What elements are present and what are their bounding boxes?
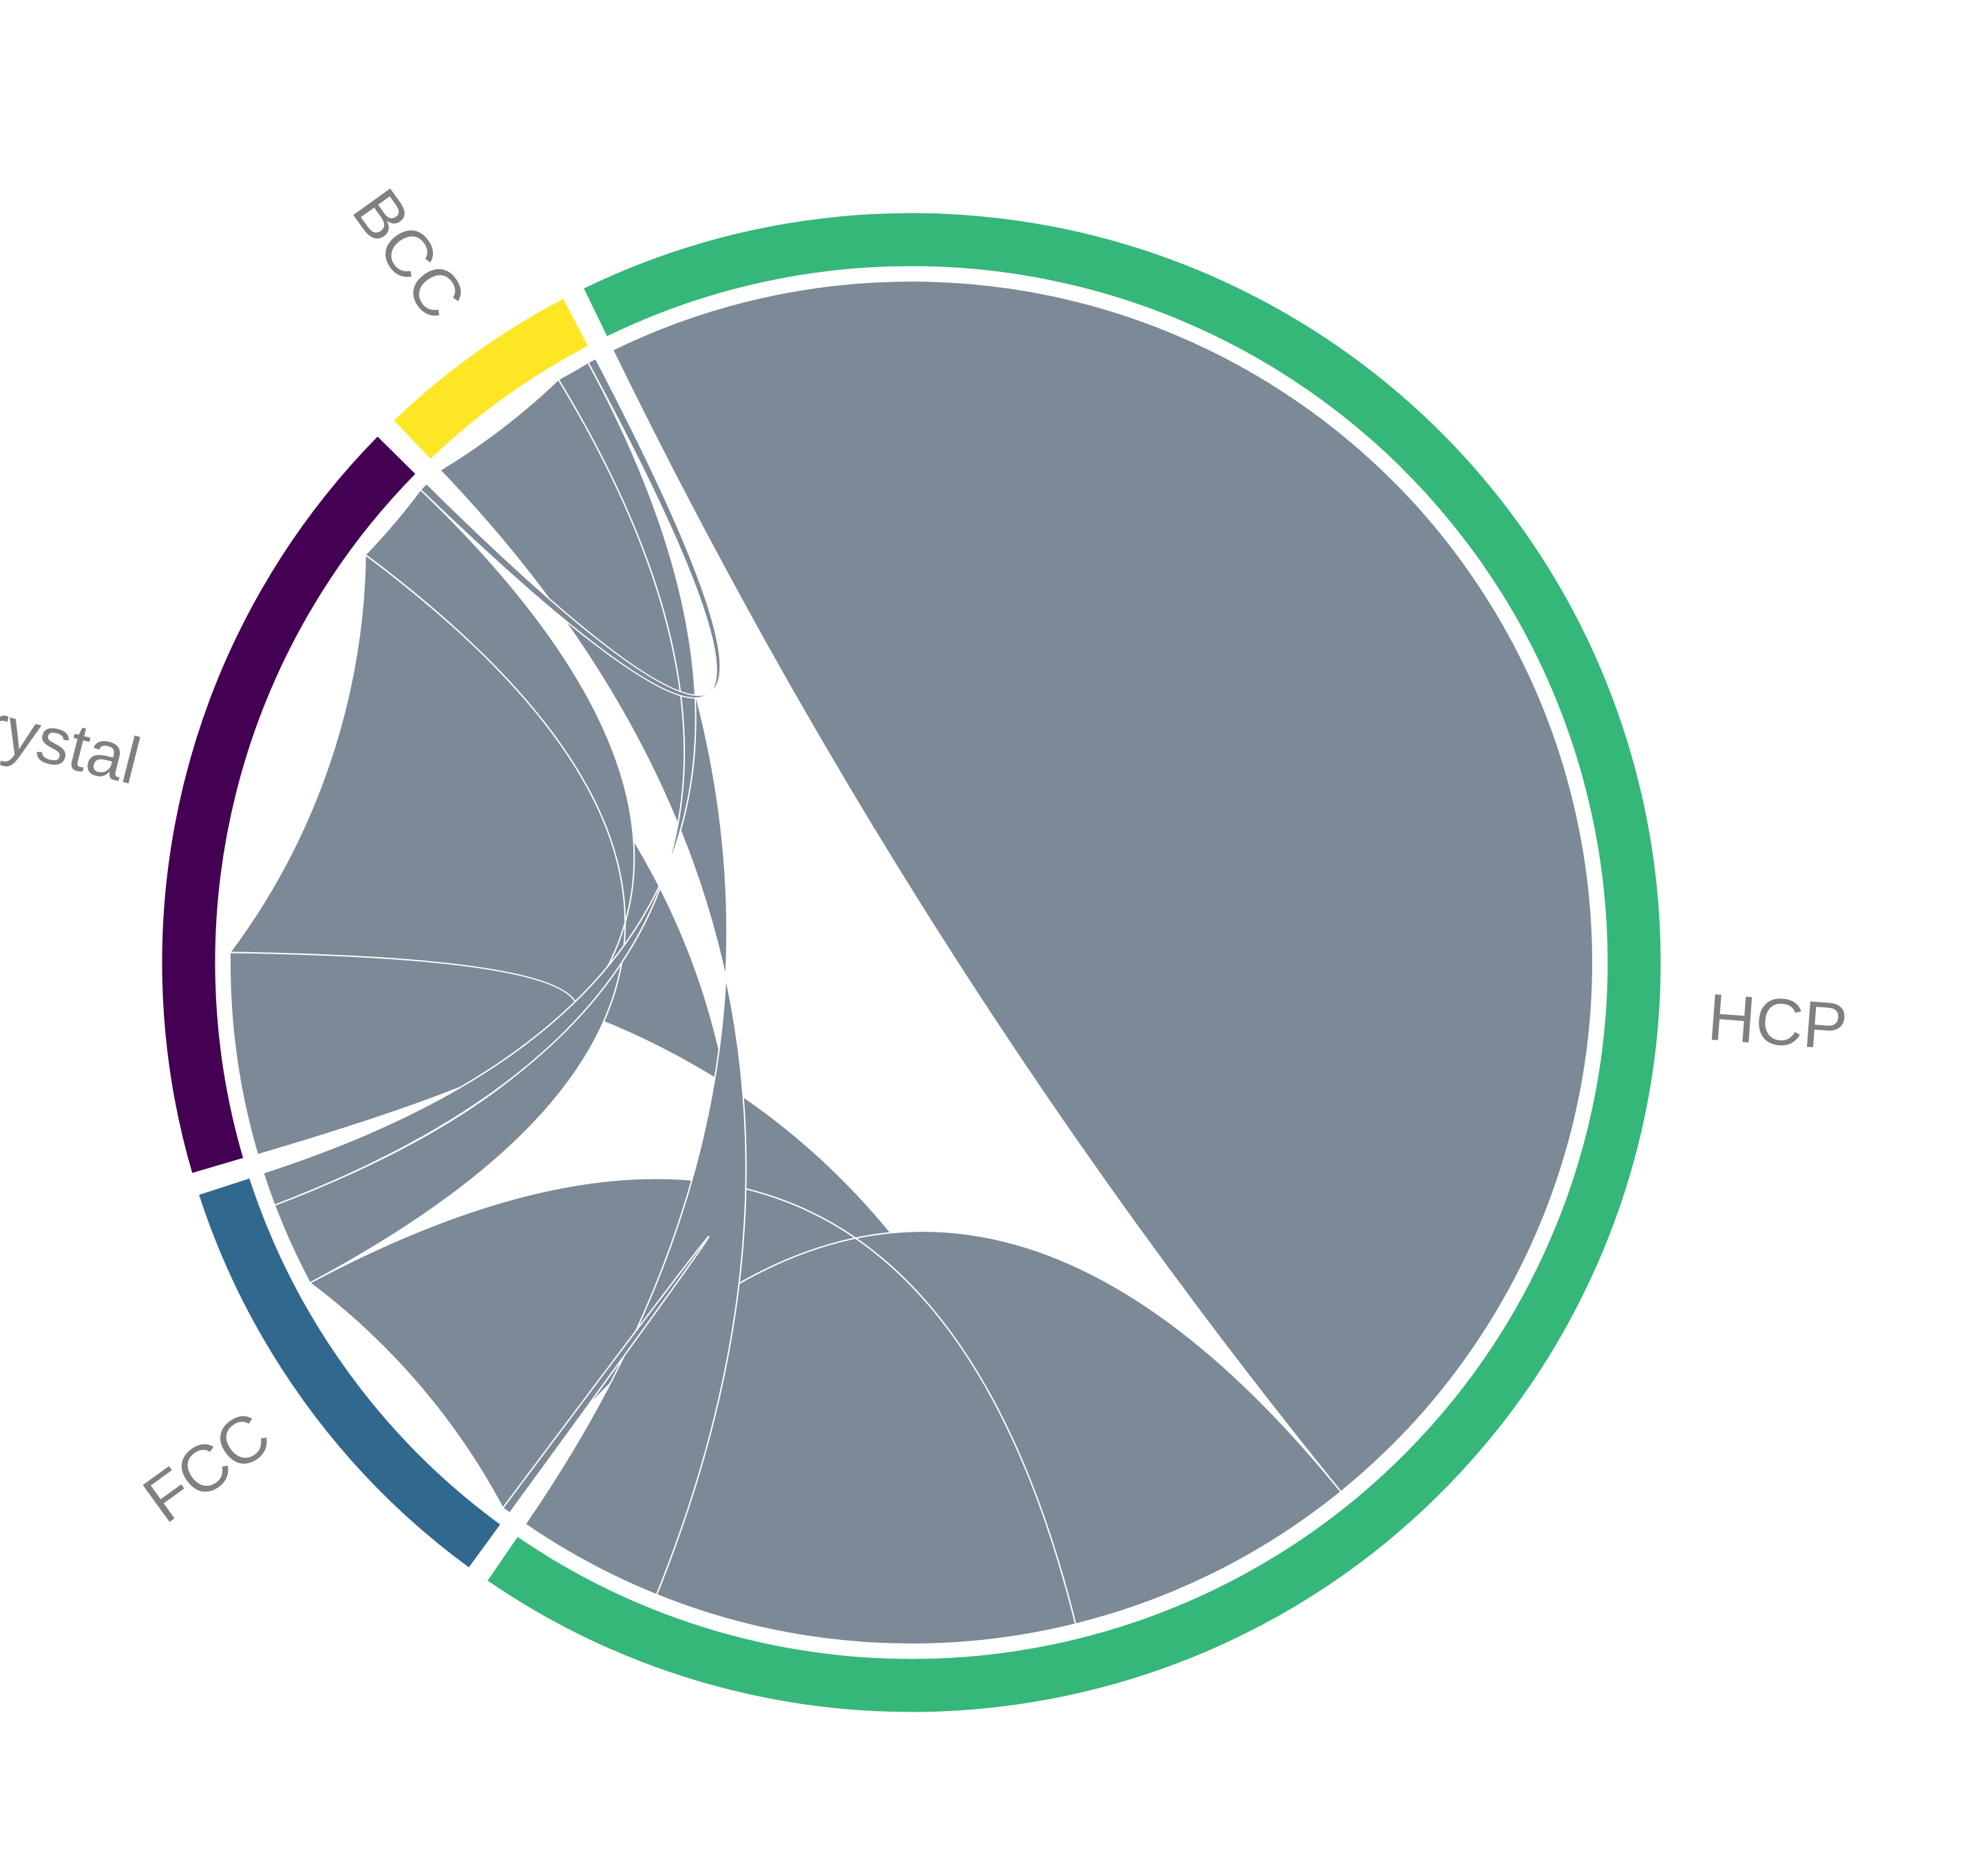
label-HCP: HCP (1705, 980, 1850, 1064)
chord-ribbons (230, 281, 1593, 1644)
label-BCC: BCC (339, 176, 480, 333)
label-noncrystal: non-crystal (0, 648, 147, 798)
label-FCC: FCC (130, 1398, 284, 1537)
chord-diagram: HCP FCC non-crystal BCC (0, 0, 1988, 1870)
